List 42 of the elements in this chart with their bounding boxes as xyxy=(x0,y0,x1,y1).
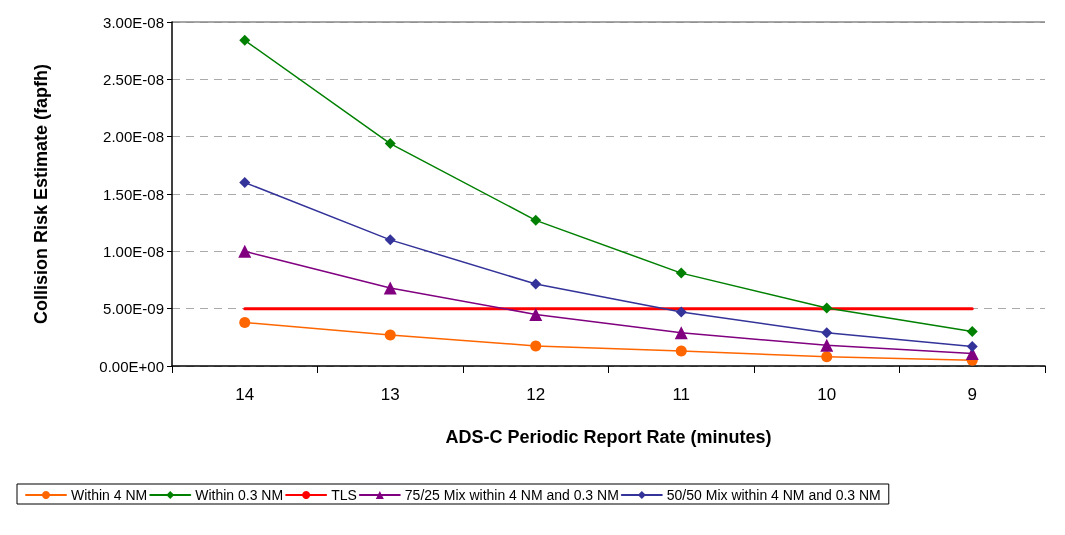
point xyxy=(383,281,397,295)
point xyxy=(384,329,396,341)
point xyxy=(239,34,251,46)
legend-label: TLS xyxy=(331,487,357,503)
point xyxy=(238,244,252,258)
y-tick-label: 3.00E-08 xyxy=(103,13,164,31)
point xyxy=(820,338,834,352)
point xyxy=(384,234,396,246)
legend-label: 50/50 Mix within 4 NM and 0.3 NM xyxy=(666,487,881,503)
point xyxy=(675,306,687,318)
point xyxy=(675,345,687,357)
x-tick-label: 10 xyxy=(817,385,837,404)
point xyxy=(675,267,687,279)
x-tick-label: 13 xyxy=(380,385,400,404)
point xyxy=(239,177,251,189)
legend-label: Within 0.3 NM xyxy=(195,487,284,503)
y-tick-label: 1.00E-08 xyxy=(103,242,164,260)
y-tick-label: 1.50E-08 xyxy=(103,185,164,203)
point xyxy=(966,326,978,338)
legend-label: 75/25 Mix within 4 NM and 0.3 NM xyxy=(404,487,619,503)
point xyxy=(821,327,833,339)
point xyxy=(529,307,543,321)
x-tick-label: 9 xyxy=(967,385,977,404)
point xyxy=(530,214,542,226)
point xyxy=(530,340,542,352)
point xyxy=(674,326,688,340)
point xyxy=(966,341,978,353)
point xyxy=(530,278,542,290)
point xyxy=(821,302,833,314)
x-tick-label: 12 xyxy=(526,385,546,404)
y-tick-label: 5.00E-09 xyxy=(103,300,164,318)
point xyxy=(384,138,396,150)
point xyxy=(239,316,251,328)
x-tick-label: 11 xyxy=(672,385,691,404)
y-tick-label: 2.00E-08 xyxy=(103,128,164,146)
x-tick-label: 14 xyxy=(235,385,255,404)
y-tick-label: 0.00E+00 xyxy=(99,357,164,375)
point xyxy=(821,351,833,363)
legend-label: Within 4 NM xyxy=(71,487,148,503)
x-axis-title: ADS-C Periodic Report Rate (minutes) xyxy=(445,427,772,447)
y-tick-label: 2.50E-08 xyxy=(103,70,164,88)
y-axis-title: Collision Risk Estimate (fapfh) xyxy=(31,63,51,325)
